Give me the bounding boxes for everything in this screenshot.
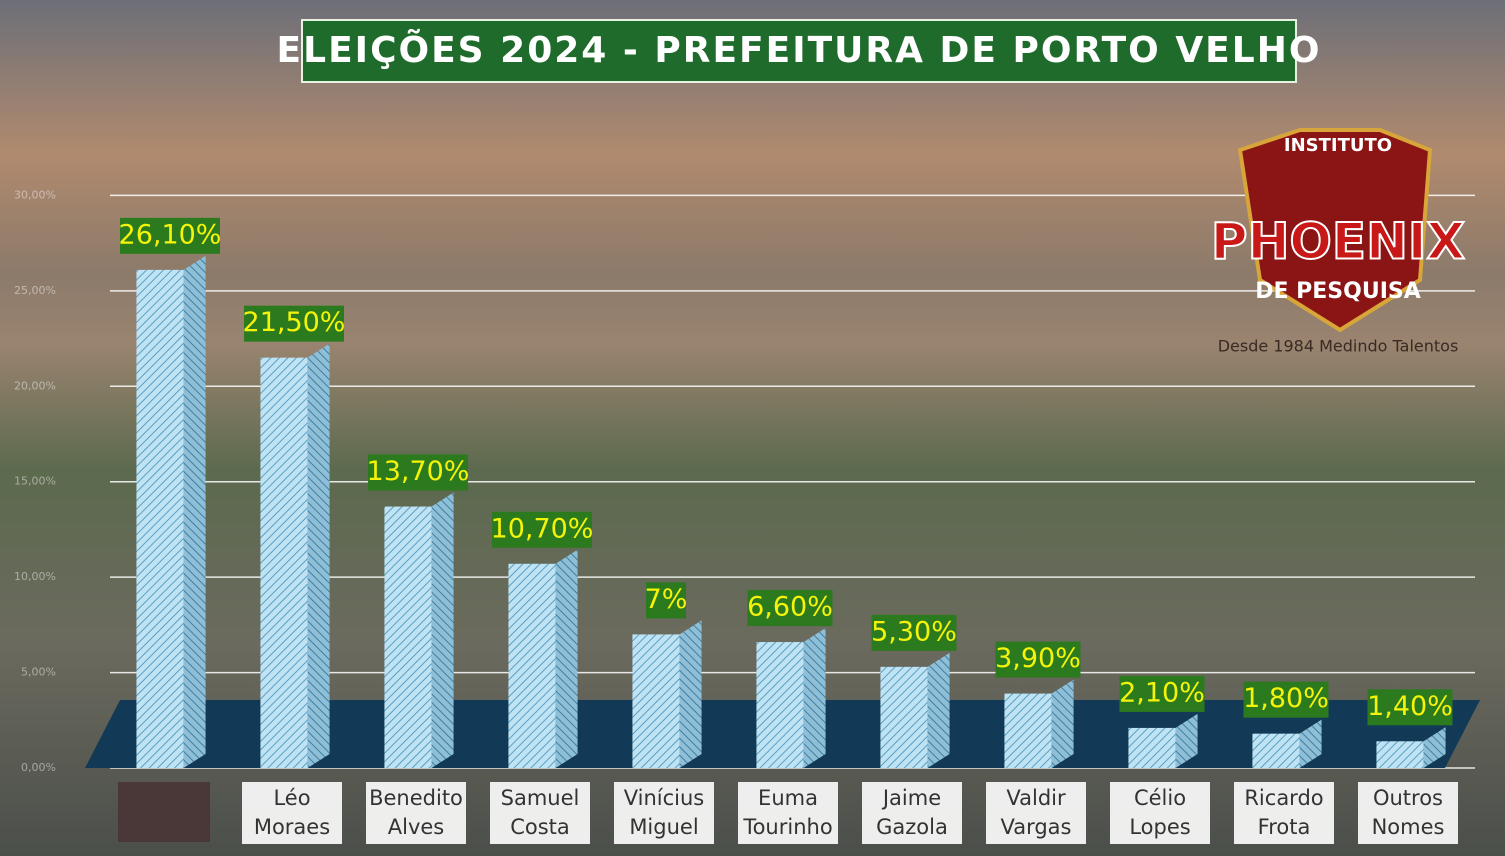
value-label-box (747, 590, 833, 627)
value-label-box (492, 511, 592, 548)
bar-side (1051, 679, 1074, 768)
bar-side (927, 652, 950, 768)
bar-side (1175, 713, 1198, 768)
logo-name: PHOENIX (1211, 213, 1465, 271)
value-label-box (244, 305, 344, 342)
x-tick-label (118, 782, 210, 842)
value-label-box (871, 614, 957, 651)
bar-side (555, 549, 578, 768)
y-tick-label: 15,00% (14, 475, 56, 488)
value-label-box (1243, 681, 1329, 718)
value-label-box (1119, 675, 1205, 712)
bar-side (431, 492, 454, 768)
bar-side (307, 343, 330, 768)
bar (260, 357, 308, 768)
y-tick-label: 5,00% (21, 666, 56, 679)
logo-tagline: Desde 1984 Medindo Talentos (1218, 337, 1459, 356)
value-label-box (120, 217, 220, 254)
y-tick-label: 20,00% (14, 379, 56, 392)
value-label-box (646, 582, 686, 619)
bar (756, 642, 804, 768)
x-tick-label: Outros Nomes (1358, 782, 1458, 844)
y-tick-label: 0,00% (21, 761, 56, 774)
logo-shield (1237, 128, 1433, 333)
bar-side (679, 620, 702, 768)
bar (1376, 741, 1424, 768)
x-tick-label: Léo Moraes (242, 782, 342, 844)
bar-side (803, 628, 826, 768)
x-tick-label: Ricardo Frota (1234, 782, 1334, 844)
x-tick-label: Euma Tourinho (738, 782, 838, 844)
value-label-box (1367, 689, 1453, 726)
x-tick-label: Valdir Vargas (986, 782, 1086, 844)
logo: INSTITUTO PHOENIX DE PESQUISA Desde 1984… (1210, 128, 1466, 356)
value-label: 21,50% (243, 307, 346, 338)
x-tick-label: Benedito Alves (366, 782, 466, 844)
value-label: 6,60% (747, 592, 833, 623)
y-tick-label: 25,00% (14, 284, 56, 297)
bar (384, 506, 432, 768)
bar (632, 634, 680, 768)
value-label-box (368, 454, 468, 491)
y-tick-label: 30,00% (14, 188, 56, 201)
bar-side (1423, 727, 1446, 768)
x-tick-label: Jaime Gazola (862, 782, 962, 844)
logo-top: INSTITUTO (1284, 135, 1392, 156)
value-label: 2,10% (1119, 677, 1205, 708)
x-tick-label: Célio Lopes (1110, 782, 1210, 844)
value-label: 7% (645, 584, 688, 615)
value-label: 1,80% (1243, 683, 1329, 714)
bar (508, 563, 556, 768)
y-tick-label: 10,00% (14, 570, 56, 583)
x-tick-label: Samuel Costa (490, 782, 590, 844)
value-label: 5,30% (871, 616, 957, 647)
value-label-box (995, 641, 1081, 678)
value-label: 3,90% (995, 643, 1081, 674)
title-box (301, 19, 1297, 83)
value-label: 13,70% (367, 456, 470, 487)
chart-title: ELEIÇÕES 2024 - PREFEITURA DE PORTO VELH… (277, 29, 1322, 71)
bar (1128, 727, 1176, 768)
bar (136, 269, 184, 768)
bar-side (183, 255, 206, 768)
value-label: 1,40% (1367, 691, 1453, 722)
logo-sub: DE PESQUISA (1255, 279, 1421, 304)
bar-side (1299, 719, 1322, 768)
value-label: 26,10% (119, 219, 222, 250)
value-label: 10,70% (491, 513, 594, 544)
x-tick-label: Vinícius Miguel (614, 782, 714, 844)
bar (1004, 693, 1052, 768)
bar (880, 666, 928, 768)
bar (1252, 733, 1300, 768)
